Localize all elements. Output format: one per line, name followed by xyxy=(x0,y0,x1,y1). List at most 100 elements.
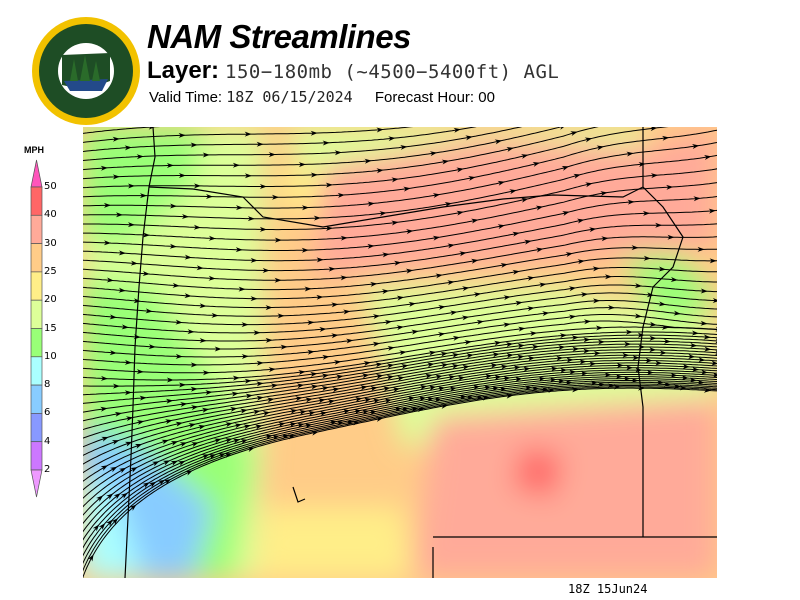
streamline-arrow xyxy=(111,518,119,525)
streamline-arrow xyxy=(124,145,132,151)
streamline-arrow xyxy=(139,193,147,199)
streamline-arrow xyxy=(692,144,700,150)
streamline-arrow xyxy=(387,345,395,351)
streamline-arrow xyxy=(697,379,705,385)
streamline-arrow xyxy=(262,411,271,416)
streamline-arrow xyxy=(494,340,502,346)
streamline-arrow xyxy=(583,348,591,354)
streamline-arrow xyxy=(188,423,196,429)
streamline-arrow xyxy=(435,374,443,380)
streamline-arrow xyxy=(649,335,657,341)
streamline-arrow xyxy=(658,301,666,307)
streamline xyxy=(83,387,717,578)
streamline-arrow xyxy=(691,330,699,336)
streamline-arrow xyxy=(337,192,345,198)
streamline-arrow xyxy=(448,374,456,380)
streamline-arrow xyxy=(190,142,198,148)
streamline-arrow xyxy=(190,386,198,392)
streamline-arrow xyxy=(465,135,473,141)
streamline-arrow xyxy=(503,295,511,301)
streamline-arrow xyxy=(304,286,312,292)
colorbar-tick-label: 8 xyxy=(44,379,51,391)
streamline-arrow xyxy=(322,140,330,146)
streamline-arrow xyxy=(270,383,279,389)
streamline-arrow xyxy=(649,321,657,327)
streamline-arrow xyxy=(224,453,232,458)
streamline-arrow xyxy=(364,397,372,403)
streamline-arrow xyxy=(570,131,578,137)
streamline-arrow xyxy=(447,243,455,249)
streamline-arrow xyxy=(202,370,210,376)
streamline-arrow xyxy=(542,311,550,317)
streamline-arrow xyxy=(298,369,306,375)
streamline-arrow xyxy=(376,374,384,379)
streamline-arrow xyxy=(193,183,201,189)
streamline-arrow xyxy=(401,363,409,369)
streamline-arrow xyxy=(471,258,479,264)
streamline-arrow xyxy=(503,376,511,382)
streamline-arrow xyxy=(666,184,674,190)
streamline xyxy=(83,352,717,439)
streamline-arrow xyxy=(673,310,681,316)
streamline-arrow xyxy=(667,234,675,240)
streamline-arrow xyxy=(585,182,593,188)
streamline-arrow xyxy=(328,266,336,272)
streamline-arrow xyxy=(391,177,399,183)
streamline xyxy=(83,374,717,516)
streamline-arrow xyxy=(527,306,535,312)
streamline-arrow xyxy=(703,387,711,393)
streamline-arrow xyxy=(372,314,381,320)
streamline-arrow xyxy=(397,375,405,381)
streamline-arrow xyxy=(497,224,505,230)
streamline-arrow xyxy=(532,162,540,167)
footer-timestamp: 18Z 15Jun24 xyxy=(568,582,648,596)
streamline-arrow xyxy=(297,422,305,428)
streamline xyxy=(83,276,717,317)
streamline-arrow xyxy=(142,271,150,277)
streamline xyxy=(83,236,717,281)
streamline-arrow xyxy=(535,205,544,211)
streamline-arrow xyxy=(319,411,328,417)
streamline-arrow xyxy=(178,132,186,138)
streamline-arrow xyxy=(106,277,114,283)
streamline-arrow xyxy=(331,333,339,339)
streamline-arrow xyxy=(191,442,199,448)
streamline-arrow xyxy=(232,375,240,381)
streamline-arrow xyxy=(697,246,705,252)
valid-time-label: Valid Time: xyxy=(149,89,223,106)
streamline-arrow xyxy=(638,161,646,167)
streamline-arrow xyxy=(363,361,371,366)
streamline-arrow xyxy=(136,420,145,426)
streamline-arrow xyxy=(334,150,342,156)
streamline-arrow xyxy=(580,371,588,377)
streamline xyxy=(83,385,717,565)
streamline-arrow xyxy=(301,205,309,211)
streamline-arrow xyxy=(205,390,213,396)
streamline-arrow xyxy=(304,423,313,429)
streamline-arrow xyxy=(265,434,273,440)
streamline-arrow xyxy=(332,387,340,393)
streamline-arrow xyxy=(100,165,108,171)
streamline-arrow xyxy=(88,554,94,562)
streamline-arrow xyxy=(441,362,449,368)
streamline xyxy=(83,337,717,396)
streamline-arrow xyxy=(419,384,428,390)
streamline-arrow xyxy=(518,326,526,332)
streamline-arrow xyxy=(700,320,708,326)
streamline-arrow xyxy=(425,373,433,379)
streamline-arrow xyxy=(125,416,134,422)
streamline-arrow xyxy=(459,251,467,257)
colorbar-tick-label: 2 xyxy=(44,464,51,475)
streamline-arrow xyxy=(521,197,529,203)
streamline-arrow xyxy=(655,360,663,366)
streamline-arrow xyxy=(118,250,126,256)
streamline-arrow xyxy=(120,492,128,499)
streamline xyxy=(83,369,717,499)
streamline-arrow xyxy=(109,350,117,356)
streamline-arrow xyxy=(394,260,402,266)
streamline-arrow xyxy=(659,350,667,356)
streamline-arrow xyxy=(485,373,493,379)
streamline-arrow xyxy=(604,274,612,280)
streamline-arrow xyxy=(550,366,558,372)
streamline-arrow xyxy=(139,395,147,401)
